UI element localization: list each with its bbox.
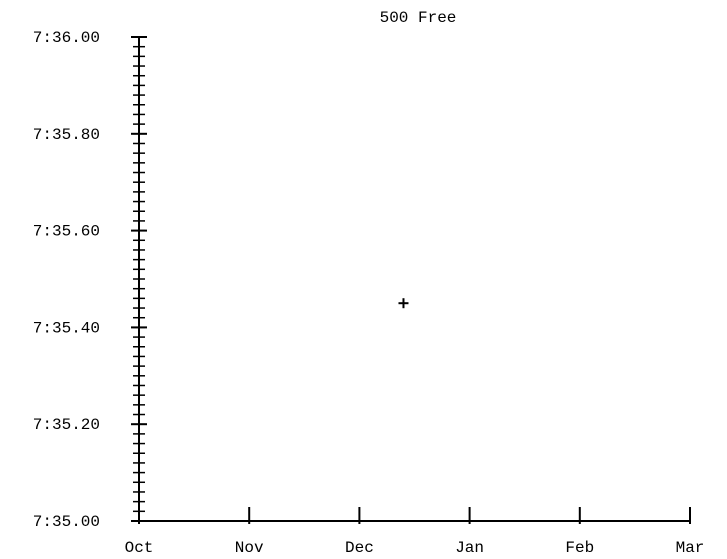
x-tick-label: Nov [235, 539, 264, 557]
x-tick-label: Oct [125, 539, 154, 557]
x-tick-label: Dec [345, 539, 374, 557]
x-tick-label: Feb [565, 539, 594, 557]
y-tick-label: 7:35.00 [33, 513, 100, 531]
y-axis: 7:36.00 7:35.80 7:35.60 7:35.40 7:35.20 7:35.… [33, 29, 147, 531]
y-tick-label: 7:35.60 [33, 223, 100, 241]
x-axis: Oct Nov Dec Jan Feb Mar [125, 507, 705, 557]
y-tick-label: 7:36.00 [33, 29, 100, 47]
y-tick-label: 7:35.40 [33, 319, 100, 337]
x-tick-label: Jan [455, 539, 484, 557]
plot-points [398, 298, 409, 309]
data-point [398, 298, 409, 309]
chart-title: 500 Free [380, 9, 457, 27]
y-tick-label: 7:35.80 [33, 126, 100, 144]
y-tick-label: 7:35.20 [33, 416, 100, 434]
x-tick-label: Mar [676, 539, 705, 557]
